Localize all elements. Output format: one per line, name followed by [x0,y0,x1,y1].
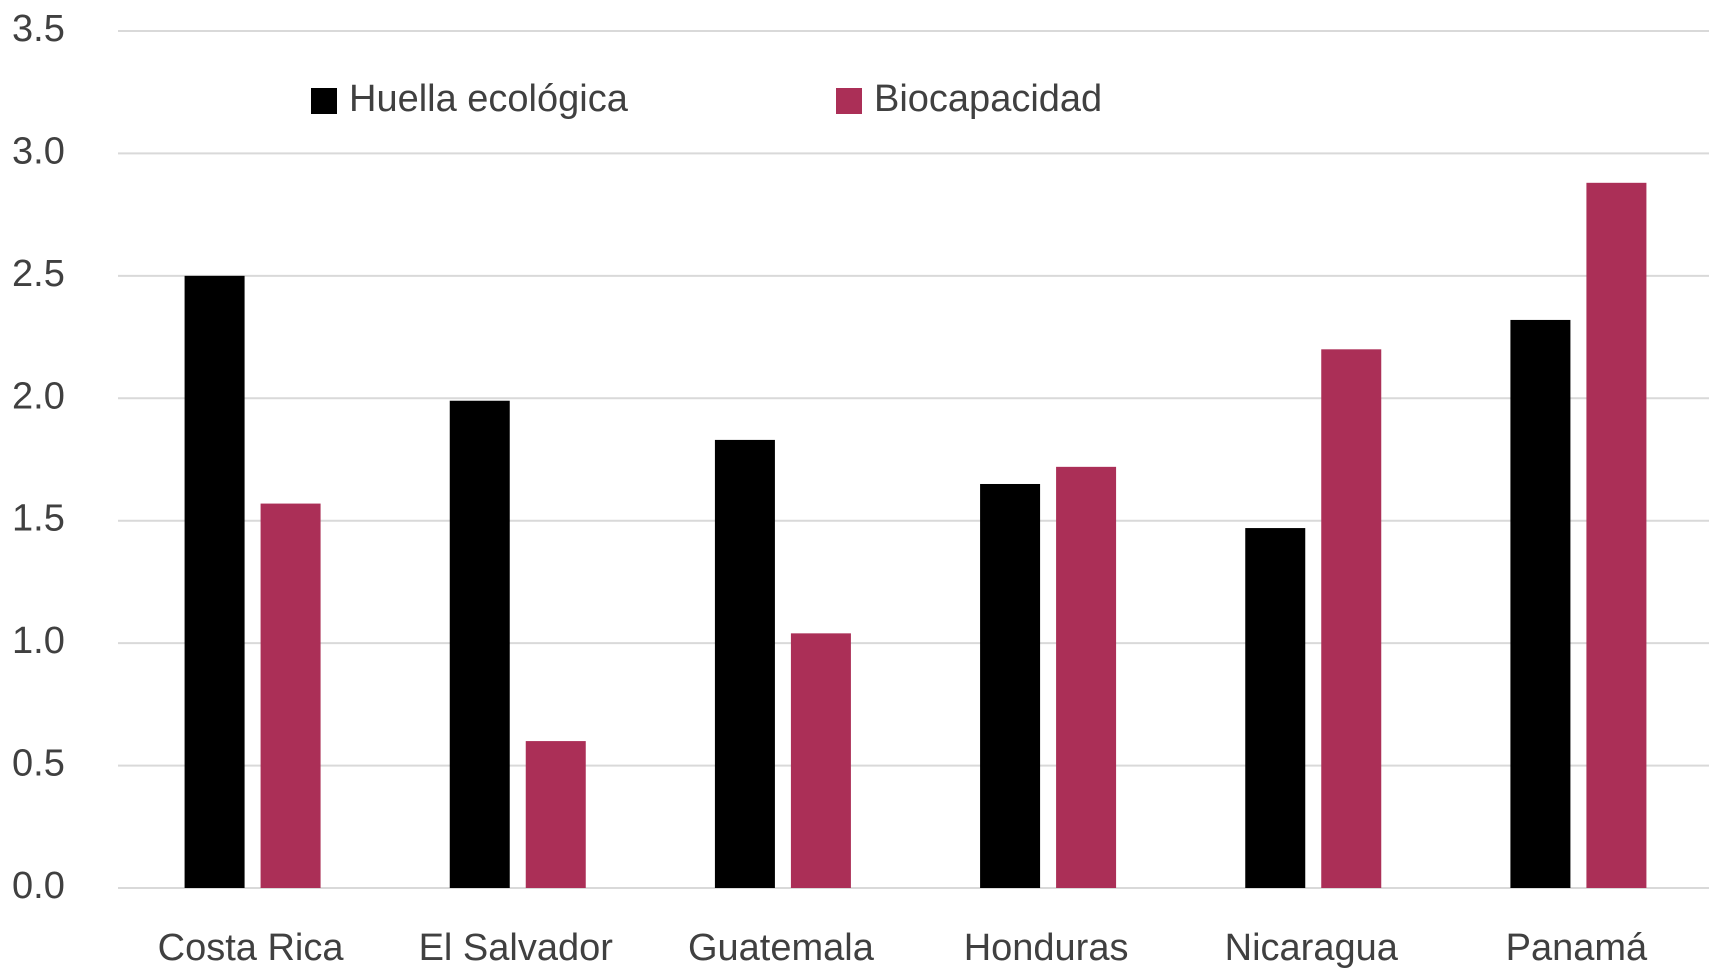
x-tick-label: Panamá [1506,927,1648,969]
bar [260,503,321,888]
x-tick-label: El Salvador [419,927,614,969]
x-tick-label: Nicaragua [1225,927,1399,969]
legend-swatch [311,88,337,114]
legend-label: Biocapacidad [874,78,1102,120]
bar [449,400,510,888]
y-tick-label: 2.0 [12,375,65,417]
y-tick-label: 1.5 [12,498,65,540]
bar [184,275,245,888]
bar [1245,528,1306,888]
y-tick-label: 0.0 [12,865,65,907]
bar [1586,182,1647,889]
x-tick-label: Costa Rica [158,927,345,969]
x-tick-label: Honduras [964,927,1129,969]
y-tick-label: 3.0 [12,130,65,172]
y-tick-label: 1.0 [12,620,65,662]
bar [1510,319,1571,889]
y-tick-label: 2.5 [12,253,65,295]
bar [1056,466,1117,888]
bar [790,633,851,888]
bar [525,741,586,888]
bar [714,439,775,888]
bar [1321,349,1382,888]
legend-label: Huella ecológica [349,78,629,120]
x-tick-label: Guatemala [688,927,875,969]
legend-swatch [836,88,862,114]
y-tick-label: 3.5 [12,8,65,50]
y-tick-label: 0.5 [12,743,65,785]
bar [980,483,1041,888]
